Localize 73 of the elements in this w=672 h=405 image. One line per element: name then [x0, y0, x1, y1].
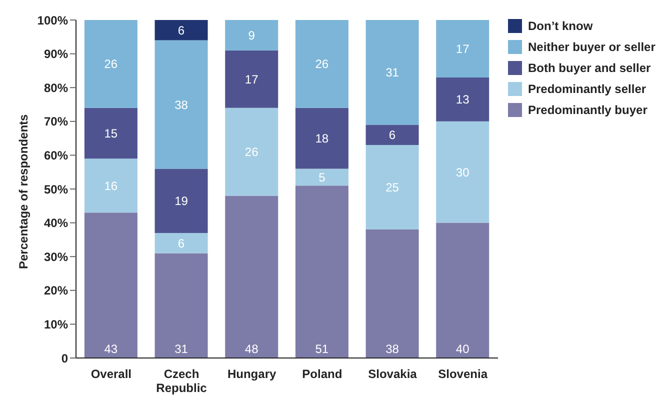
bar — [84, 212, 138, 358]
bar — [225, 50, 278, 108]
y-tick-label: 10% — [44, 317, 68, 332]
data-label: 31 — [386, 66, 400, 80]
y-tick-label: 60% — [44, 148, 68, 162]
bar — [84, 158, 138, 213]
data-label: 17 — [244, 72, 259, 86]
data-label: 6 — [178, 23, 185, 38]
data-label: 43 — [104, 342, 118, 356]
data-label: 38 — [174, 98, 188, 112]
bar — [295, 186, 348, 358]
y-tick-label: 100% — [37, 13, 68, 28]
y-tick-label: 50% — [44, 182, 68, 196]
y-tick-label: 0 — [61, 351, 68, 366]
y-tick-label: 90% — [44, 47, 68, 62]
legend-label: Both buyer and seller — [528, 60, 651, 74]
bar — [436, 77, 490, 122]
bar — [366, 145, 419, 230]
bar — [225, 196, 278, 358]
data-label: 18 — [315, 132, 329, 146]
y-tick-label: 40% — [44, 216, 68, 230]
data-label: 25 — [386, 180, 400, 195]
legend-label: Predominantly buyer — [528, 102, 648, 116]
bar — [84, 108, 138, 159]
data-label: 17 — [456, 42, 470, 56]
x-tick-label: Slovenia — [438, 367, 488, 381]
data-label: 13 — [456, 92, 470, 107]
data-label: 6 — [388, 128, 396, 142]
data-label: 26 — [244, 145, 259, 160]
data-label: 15 — [104, 126, 118, 140]
bar — [225, 20, 278, 50]
bar — [295, 20, 348, 108]
bar — [154, 40, 208, 169]
bar — [84, 20, 138, 108]
data-label: 48 — [244, 342, 259, 356]
data-label: 26 — [104, 57, 118, 72]
data-label: 26 — [315, 57, 329, 72]
bar — [366, 20, 419, 125]
bar — [295, 108, 348, 169]
y-axis-title: Percentage of respondents — [16, 114, 30, 269]
bar — [366, 124, 419, 146]
bar — [154, 232, 208, 254]
x-tick-label: Slovakia — [368, 367, 418, 381]
y-tick-label: 20% — [44, 284, 68, 298]
bar — [295, 168, 348, 186]
legend-label: Don’t know — [528, 18, 593, 32]
data-label: 40 — [456, 342, 470, 356]
data-label: 16 — [104, 178, 118, 193]
x-tick-label: Czech Republic — [156, 367, 208, 395]
bar — [154, 168, 208, 233]
data-label: 38 — [386, 342, 400, 356]
bar — [225, 108, 278, 196]
legend-label: Predominantly seller — [528, 82, 646, 96]
bar — [154, 20, 208, 40]
bar — [154, 253, 208, 358]
bar — [436, 121, 490, 223]
x-tick-label: Hungary — [227, 367, 276, 381]
bar — [436, 20, 490, 78]
bar — [436, 222, 490, 358]
y-tick-label: 30% — [44, 250, 68, 264]
data-label: 30 — [456, 165, 470, 180]
data-label: 9 — [248, 28, 256, 42]
x-tick-label: Poland — [302, 367, 342, 381]
data-label: 6 — [178, 236, 185, 250]
legend-label: Neither buyer or seller — [528, 40, 656, 54]
data-label: 31 — [174, 342, 188, 356]
data-label: 51 — [315, 342, 329, 356]
bar — [366, 230, 419, 358]
data-label: 5 — [318, 170, 326, 184]
y-tick-label: 80% — [44, 80, 68, 95]
data-label: 19 — [174, 194, 188, 208]
y-tick-label: 70% — [44, 114, 68, 129]
x-tick-label: Overall — [90, 367, 132, 381]
